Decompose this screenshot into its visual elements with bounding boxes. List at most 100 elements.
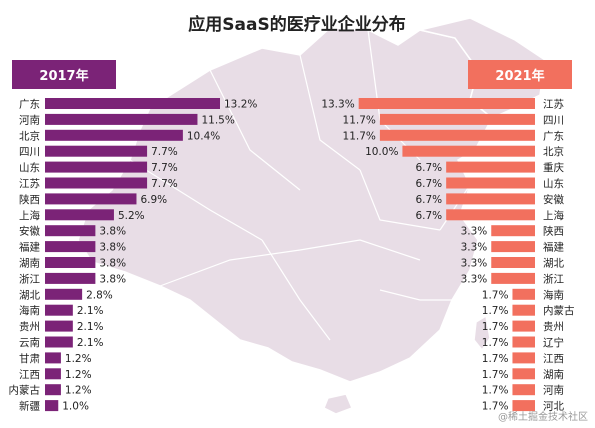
category-label-2017-1: 河南 [19, 113, 40, 126]
value-label-2021-9: 3.3% [461, 242, 488, 254]
bar-2017-5 [45, 177, 148, 189]
category-label-2017-0: 广东 [19, 98, 40, 111]
category-label-2021-17: 湖南 [543, 368, 564, 381]
value-label-2021-16: 1.7% [482, 353, 509, 365]
category-label-2017-16: 甘肃 [19, 352, 40, 365]
value-label-2021-17: 1.7% [482, 369, 509, 381]
bar-2021-0 [358, 98, 535, 109]
map-boundary-line [299, 54, 361, 171]
value-label-2017-7: 5.2% [118, 210, 145, 222]
category-label-2017-5: 江苏 [19, 177, 40, 190]
category-label-2021-2: 广东 [543, 129, 564, 142]
bar-2017-1 [45, 113, 198, 125]
value-label-2017-16: 1.2% [65, 353, 92, 365]
value-label-2017-15: 2.1% [77, 337, 104, 349]
bar-2021-11 [491, 272, 535, 284]
value-label-2021-13: 1.7% [482, 305, 509, 317]
value-label-2017-5: 7.7% [151, 178, 178, 190]
series-2017: 广东 13.2% 河南 11.5% 北京 10.4% 四川 7.7% 山东 7.7% 江苏 7.7% 陕… [9, 98, 258, 413]
category-label-2017-10: 湖南 [19, 257, 40, 270]
category-label-2017-13: 海南 [19, 304, 40, 317]
bar-2017-10 [45, 257, 96, 268]
value-label-2021-18: 1.7% [482, 385, 509, 397]
value-label-2017-1: 11.5% [201, 114, 234, 126]
category-label-2021-9: 福建 [543, 241, 564, 254]
value-label-2017-6: 6.9% [140, 194, 167, 206]
map-boundary-line [359, 169, 441, 231]
value-label-2021-0: 13.3% [321, 99, 354, 111]
bar-2021-19 [512, 400, 535, 412]
bar-2017-2 [45, 129, 183, 141]
category-label-2017-14: 贵州 [19, 320, 40, 333]
category-label-2021-6: 安徽 [543, 193, 564, 206]
value-label-2021-11: 3.3% [461, 273, 488, 285]
bar-2021-5 [446, 177, 535, 189]
bar-2017-0 [45, 98, 220, 109]
value-label-2021-12: 1.7% [482, 289, 509, 301]
category-label-2021-8: 陕西 [543, 225, 564, 238]
value-label-2017-9: 3.8% [99, 242, 126, 254]
bar-2017-19 [45, 400, 59, 412]
category-label-2021-18: 河南 [543, 384, 564, 397]
chart-title: 应用SaaS的医疗业企业分布 [188, 14, 405, 35]
legend-2021-label: 2021年 [495, 68, 544, 84]
value-label-2021-14: 1.7% [482, 321, 509, 333]
legend-2017-box [12, 60, 116, 89]
value-label-2017-11: 3.8% [99, 273, 126, 285]
value-label-2021-6: 6.7% [415, 194, 442, 206]
bar-2021-16 [512, 352, 535, 364]
category-label-2021-15: 辽宁 [543, 336, 564, 349]
bar-2017-8 [45, 225, 96, 237]
category-label-2017-12: 湖北 [19, 289, 40, 301]
map-boundary-line [299, 239, 421, 261]
value-label-2017-2: 10.4% [187, 130, 220, 142]
category-label-2017-6: 陕西 [19, 193, 40, 206]
map-region-taiwan [473, 314, 491, 352]
category-label-2021-16: 江西 [543, 353, 564, 365]
value-label-2021-1: 11.7% [343, 114, 376, 126]
category-label-2021-0: 江苏 [543, 98, 564, 111]
value-label-2017-17: 1.2% [65, 369, 92, 381]
category-label-2017-19: 新疆 [19, 400, 40, 413]
value-label-2021-8: 3.3% [461, 226, 488, 238]
bar-2017-9 [45, 241, 96, 253]
value-label-2017-3: 7.7% [151, 146, 178, 158]
bar-2021-4 [446, 161, 535, 173]
map-boundary-line [379, 289, 452, 301]
category-label-2017-3: 四川 [19, 146, 40, 158]
bar-2021-3 [402, 145, 535, 157]
legend-2017: 2017年 [12, 60, 116, 89]
value-label-2021-3: 10.0% [365, 146, 398, 158]
bar-2021-12 [512, 288, 535, 300]
legend-2021-box [468, 60, 572, 89]
bar-2017-18 [45, 384, 61, 396]
category-label-2017-11: 浙江 [19, 273, 40, 285]
bar-2017-7 [45, 209, 114, 221]
bar-2021-10 [491, 257, 535, 268]
value-label-2021-4: 6.7% [415, 162, 442, 174]
bar-2021-17 [512, 368, 535, 380]
category-label-2021-14: 贵州 [543, 320, 564, 333]
value-label-2017-0: 13.2% [224, 99, 257, 111]
value-label-2017-10: 3.8% [99, 258, 126, 270]
category-label-2021-5: 山东 [543, 177, 564, 190]
category-label-2017-4: 山东 [19, 161, 40, 174]
map-boundary-line [159, 249, 301, 287]
legend-2021: 2021年 [468, 60, 572, 89]
value-label-2021-7: 6.7% [415, 210, 442, 222]
bar-2021-18 [512, 384, 535, 396]
category-label-2017-15: 云南 [19, 336, 40, 349]
bar-2017-17 [45, 368, 61, 380]
category-label-2017-7: 上海 [19, 209, 40, 222]
bar-2017-15 [45, 336, 73, 348]
category-label-2021-13: 内蒙古 [543, 304, 575, 317]
category-label-2021-10: 湖北 [543, 258, 564, 270]
map-boundary-line [261, 239, 331, 341]
value-label-2017-12: 2.8% [86, 289, 113, 301]
bar-2017-12 [45, 288, 83, 300]
category-label-2017-9: 福建 [19, 241, 40, 254]
map-region-hainan [323, 393, 353, 415]
category-label-2021-7: 上海 [543, 209, 564, 222]
value-label-2017-18: 1.2% [65, 385, 92, 397]
